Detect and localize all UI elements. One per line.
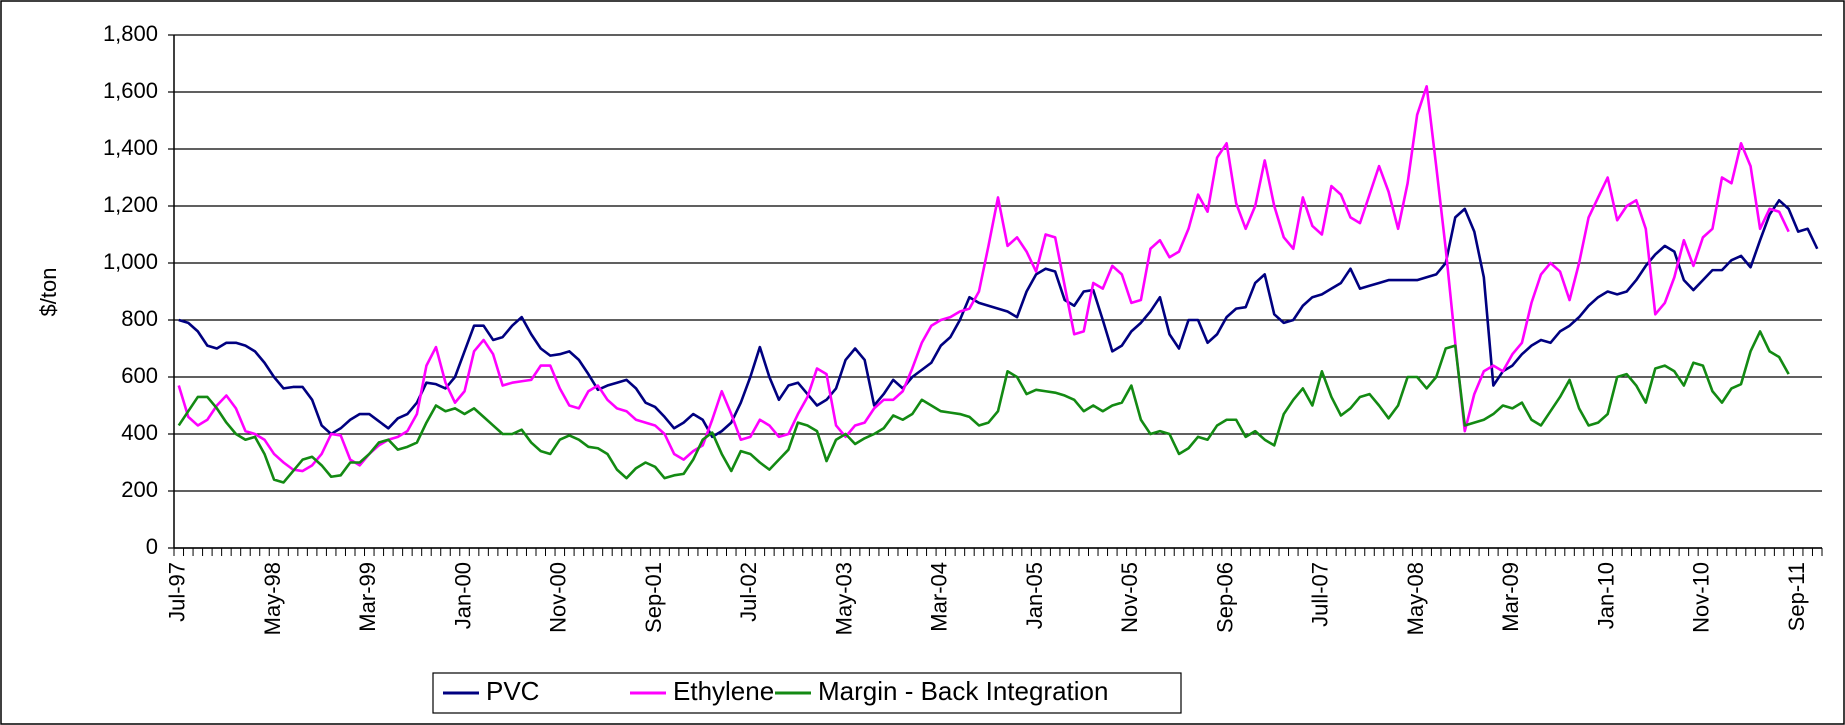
x-tick-label: Jul-02 bbox=[736, 562, 761, 622]
series-line bbox=[177, 330, 1790, 484]
y-tick-label: 400 bbox=[121, 420, 158, 445]
x-tick-label: May-98 bbox=[260, 562, 285, 635]
legend-label: Ethylene bbox=[673, 676, 774, 706]
x-tick-label: Jull-07 bbox=[1308, 562, 1333, 627]
x-tick-label: Jan-05 bbox=[1022, 562, 1047, 629]
y-tick-label: 800 bbox=[121, 306, 158, 331]
y-tick-label: 1,800 bbox=[103, 21, 158, 46]
x-tick-label: Nov-05 bbox=[1117, 562, 1142, 633]
x-tick-label: Nov-10 bbox=[1689, 562, 1714, 633]
x-tick-label: Jan-10 bbox=[1593, 562, 1618, 629]
series-line bbox=[177, 85, 1790, 473]
x-tick-label: May-08 bbox=[1403, 562, 1428, 635]
legend-label: Margin - Back Integration bbox=[818, 676, 1108, 706]
x-tick-label: Nov-00 bbox=[546, 562, 571, 633]
y-tick-label: 1,000 bbox=[103, 249, 158, 274]
x-tick-label: Sep-01 bbox=[641, 562, 666, 633]
x-tick-label: Mar-04 bbox=[927, 562, 952, 632]
y-tick-label: 1,200 bbox=[103, 192, 158, 217]
y-tick-label: 1,600 bbox=[103, 78, 158, 103]
legend-label: PVC bbox=[486, 676, 539, 706]
x-tick-label: Mar-09 bbox=[1498, 562, 1523, 632]
y-tick-label: 1,400 bbox=[103, 135, 158, 160]
y-tick-label: 0 bbox=[146, 534, 158, 559]
x-tick-label: Jan-00 bbox=[450, 562, 475, 629]
y-axis-label: $/ton bbox=[36, 268, 61, 317]
x-tick-label: Mar-99 bbox=[355, 562, 380, 632]
y-tick-label: 200 bbox=[121, 477, 158, 502]
x-tick-label: May-03 bbox=[831, 562, 856, 635]
x-tick-label: Jul-97 bbox=[165, 562, 190, 622]
y-tick-label: 600 bbox=[121, 363, 158, 388]
x-tick-label: Sep-11 bbox=[1784, 562, 1809, 631]
series-line bbox=[178, 199, 1819, 439]
x-tick-label: Sep-06 bbox=[1212, 562, 1237, 633]
